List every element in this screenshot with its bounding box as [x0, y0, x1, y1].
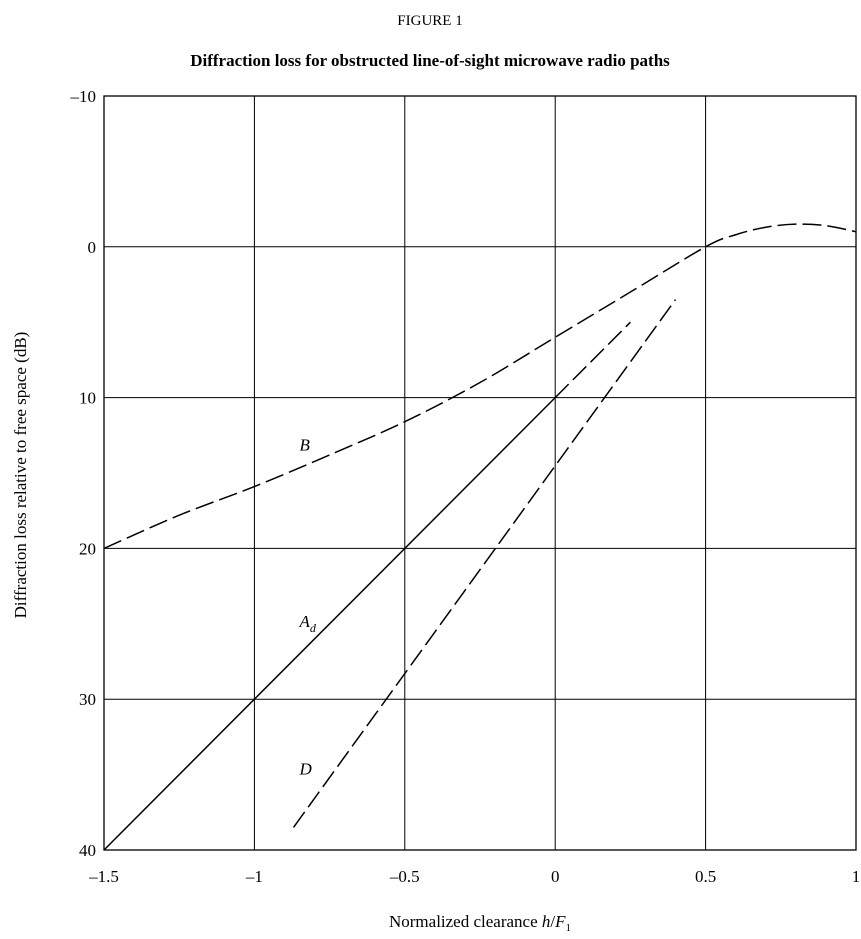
series-line-d	[292, 299, 677, 828]
x-tick-label: 0	[551, 867, 560, 886]
x-axis-label: Normalized clearance h/F1	[389, 912, 571, 934]
curve-label-b: B	[300, 435, 311, 454]
series-line-a-d-extension	[554, 321, 631, 399]
y-tick-labels: –10 0 10 20 30 40	[70, 87, 97, 860]
curve-labels: B Ad D	[299, 435, 317, 778]
y-tick-label: 0	[88, 238, 97, 257]
series-line-a-d	[103, 397, 556, 851]
curve-label-a-d: Ad	[299, 612, 317, 635]
curve-label-d: D	[299, 760, 313, 779]
y-tick-label: –10	[70, 87, 97, 106]
series-layer	[103, 223, 857, 851]
y-tick-label: 10	[79, 389, 96, 408]
series-line-b	[103, 223, 857, 550]
x-tick-label: –1.5	[88, 867, 119, 886]
y-axis-label: Diffraction loss relative to free space …	[11, 332, 30, 619]
y-tick-label: 40	[79, 841, 96, 860]
x-tick-labels: –1.5 –1 –0.5 0 0.5 1	[88, 867, 860, 886]
chart-title: Diffraction loss for obstructed line-of-…	[190, 51, 670, 70]
y-tick-label: 30	[79, 690, 96, 709]
figure-label: FIGURE 1	[397, 13, 462, 29]
x-tick-label: –0.5	[389, 867, 420, 886]
x-tick-label: –1	[245, 867, 263, 886]
x-tick-label: 0.5	[695, 867, 716, 886]
x-tick-label: 1	[852, 867, 861, 886]
plot-frame	[103, 95, 857, 851]
y-tick-label: 20	[79, 539, 96, 558]
